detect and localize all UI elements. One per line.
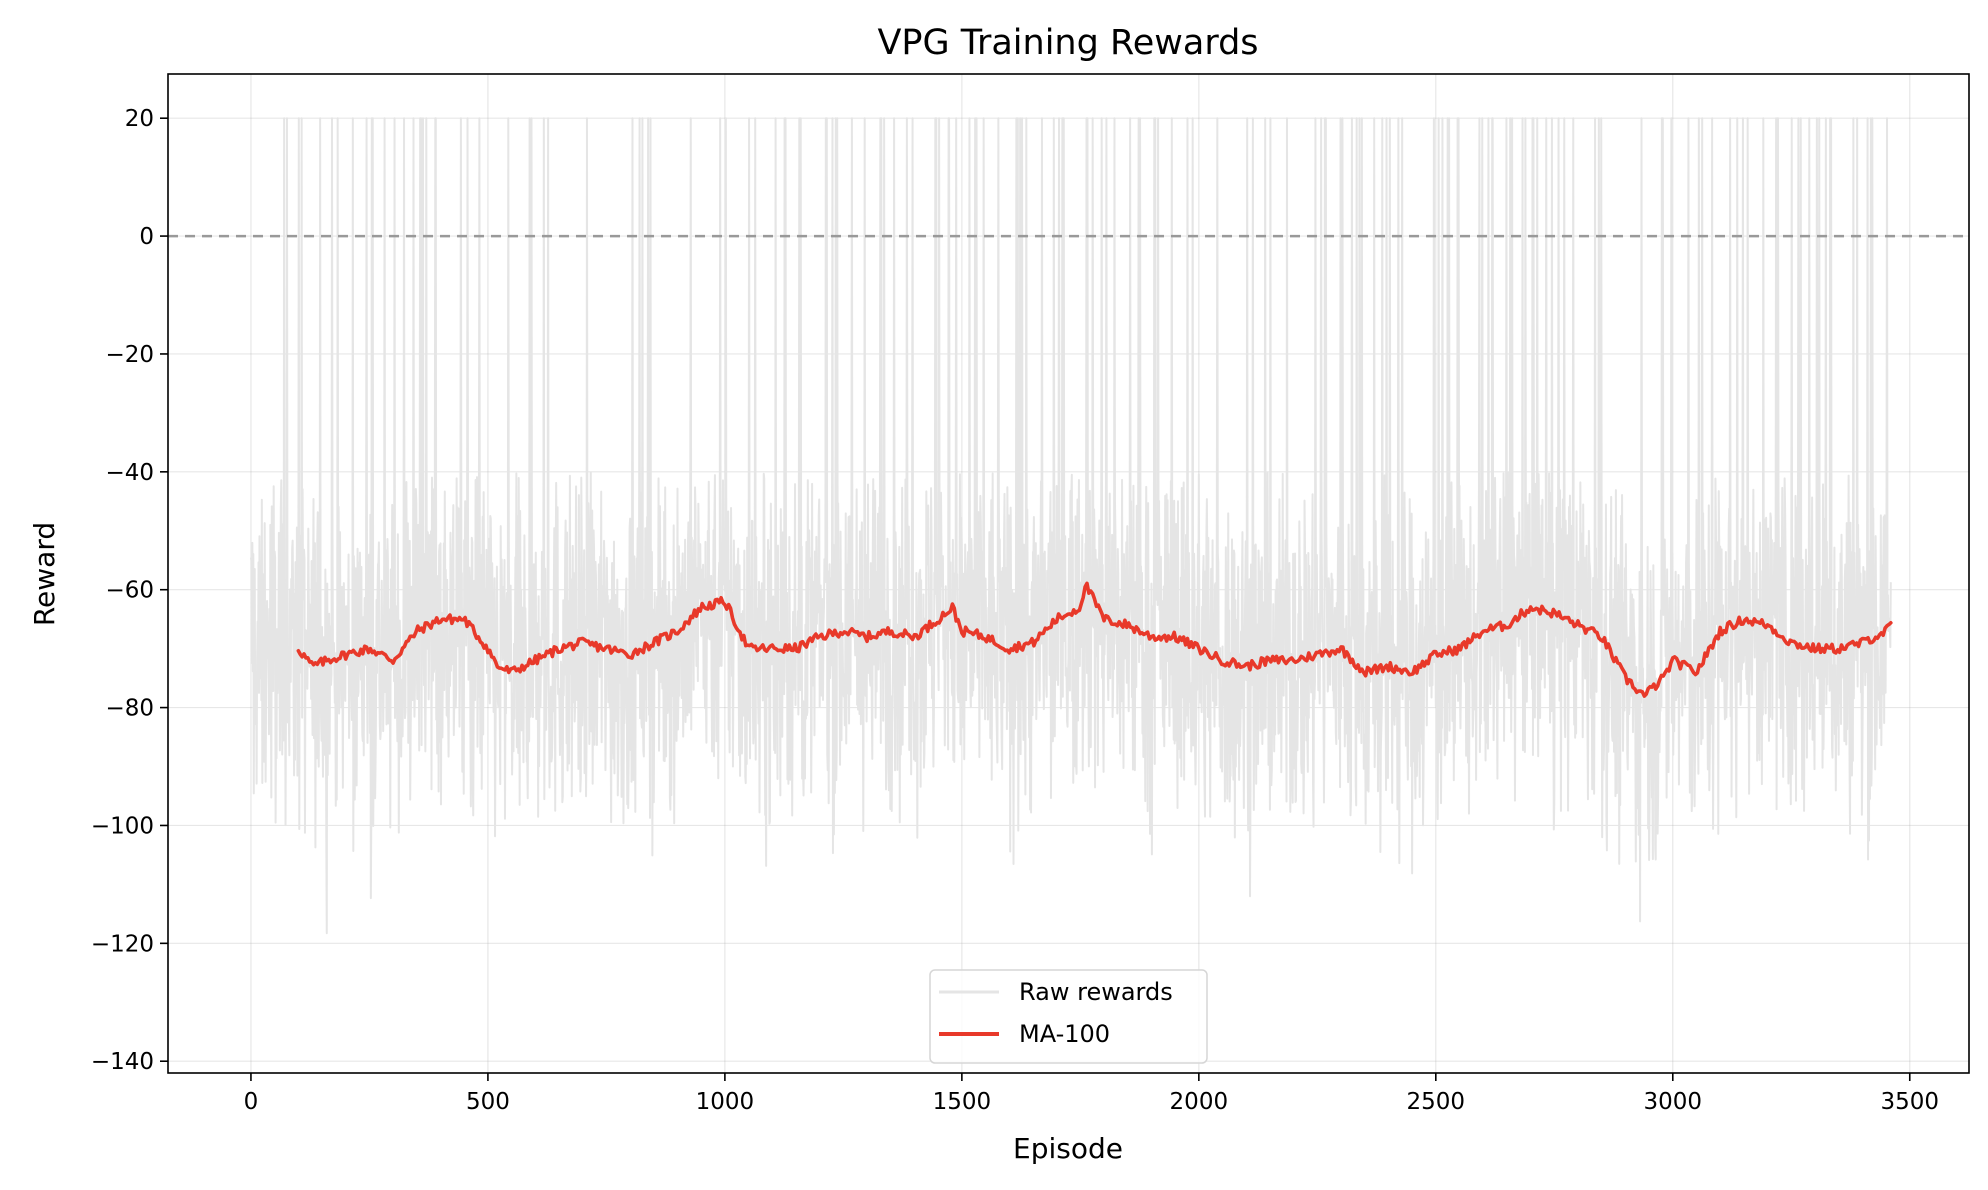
y-tick-label-7: −120 (91, 931, 154, 957)
x-axis-ticks: 0 500 1000 1500 2000 2500 3000 3500 (244, 1073, 1939, 1115)
ma-100-line (296, 581, 1893, 698)
raw-rewards-line (249, 117, 1892, 935)
y-tick-label-6: −100 (91, 813, 154, 839)
x-tick-label-6: 3000 (1644, 1089, 1703, 1115)
chart-title: VPG Training Rewards (877, 23, 1258, 63)
legend-box (929, 969, 1208, 1064)
y-tick-label-1: 0 (139, 224, 154, 250)
legend-label-ma-100: MA-100 (1019, 1020, 1110, 1048)
x-tick-label-0: 0 (244, 1089, 259, 1115)
y-axis-label: Reward (28, 522, 61, 626)
legend: Raw rewards MA-100 (929, 969, 1208, 1064)
y-tick-label-4: −60 (105, 578, 154, 604)
x-tick-label-7: 3500 (1880, 1089, 1939, 1115)
y-tick-label-3: −40 (105, 460, 154, 486)
y-tick-label-2: −20 (105, 342, 154, 368)
y-tick-label-8: −140 (91, 1049, 154, 1075)
ma-100-series (296, 581, 1893, 698)
x-axis-label: Episode (1013, 1132, 1123, 1165)
y-tick-label-5: −80 (105, 696, 154, 722)
y-axis-ticks: 20 0 −20 −40 −60 −80 −100 −120 −140 (91, 106, 168, 1075)
x-tick-label-5: 2500 (1407, 1089, 1466, 1115)
x-tick-label-3: 1500 (933, 1089, 992, 1115)
x-tick-label-4: 2000 (1170, 1089, 1229, 1115)
x-tick-label-2: 1000 (696, 1089, 755, 1115)
raw-rewards-series (249, 117, 1892, 935)
y-tick-label-0: 20 (125, 106, 154, 132)
x-tick-label-1: 500 (466, 1089, 510, 1115)
legend-label-raw-rewards: Raw rewards (1019, 978, 1173, 1006)
plot-frame (167, 73, 1970, 1074)
